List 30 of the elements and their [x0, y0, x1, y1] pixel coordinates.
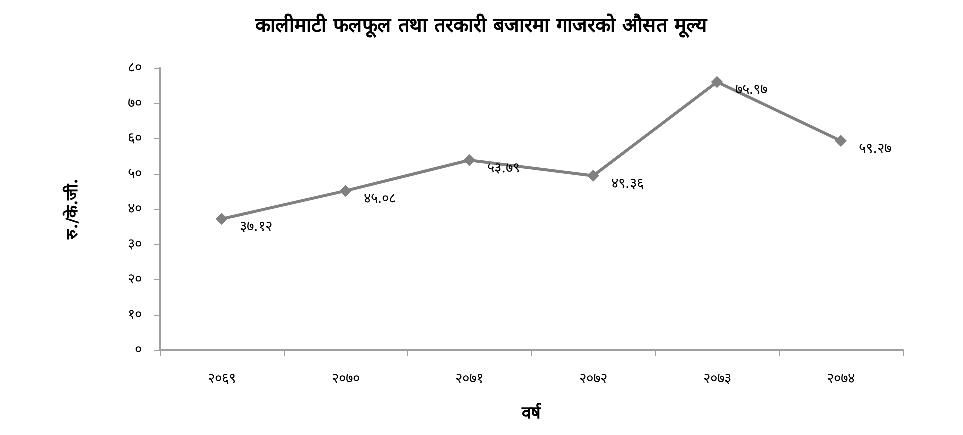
y-tick-label: ७०	[128, 95, 142, 112]
chart-title: कालीमाटी फलफूल तथा तरकारी बजारमा गाजरको औसत मूल्य	[254, 13, 708, 38]
x-tick-label: २०७१	[456, 371, 484, 387]
y-tick-label: ६०	[128, 130, 142, 146]
y-tick-label: ८०	[128, 60, 142, 76]
x-tick-label: २०६९	[208, 371, 236, 387]
data-label: ४९.३६	[611, 176, 644, 192]
data-label: ७५.९७	[735, 82, 768, 98]
data-label: ४५.०८	[364, 191, 396, 208]
point	[340, 185, 352, 198]
y-tick-label: ३०	[128, 236, 142, 252]
y-tick-label: २०	[128, 272, 142, 288]
x-tick-label: २०७२	[579, 371, 608, 387]
point	[711, 76, 724, 88]
point	[835, 135, 848, 148]
point	[216, 213, 228, 226]
point	[464, 154, 476, 166]
y-tick-label: १०	[128, 306, 142, 323]
data-label: ५९.२७	[859, 141, 892, 158]
x-axis-title: वर्ष	[521, 402, 542, 424]
y-tick-label: ५०	[128, 166, 142, 182]
point	[587, 170, 600, 182]
data-label: ३७.१२	[240, 219, 272, 236]
x-tick-label: २०७०	[332, 371, 360, 387]
x-tick-label: २०७३	[703, 371, 732, 387]
x-tick-label: २०७४	[827, 371, 856, 387]
y-axis-title: रु./के.जी.	[62, 178, 82, 240]
data-label: ५३.७९	[488, 160, 520, 176]
y-tick-label: ४०	[128, 201, 142, 217]
y-tick-label: ०	[135, 342, 142, 358]
